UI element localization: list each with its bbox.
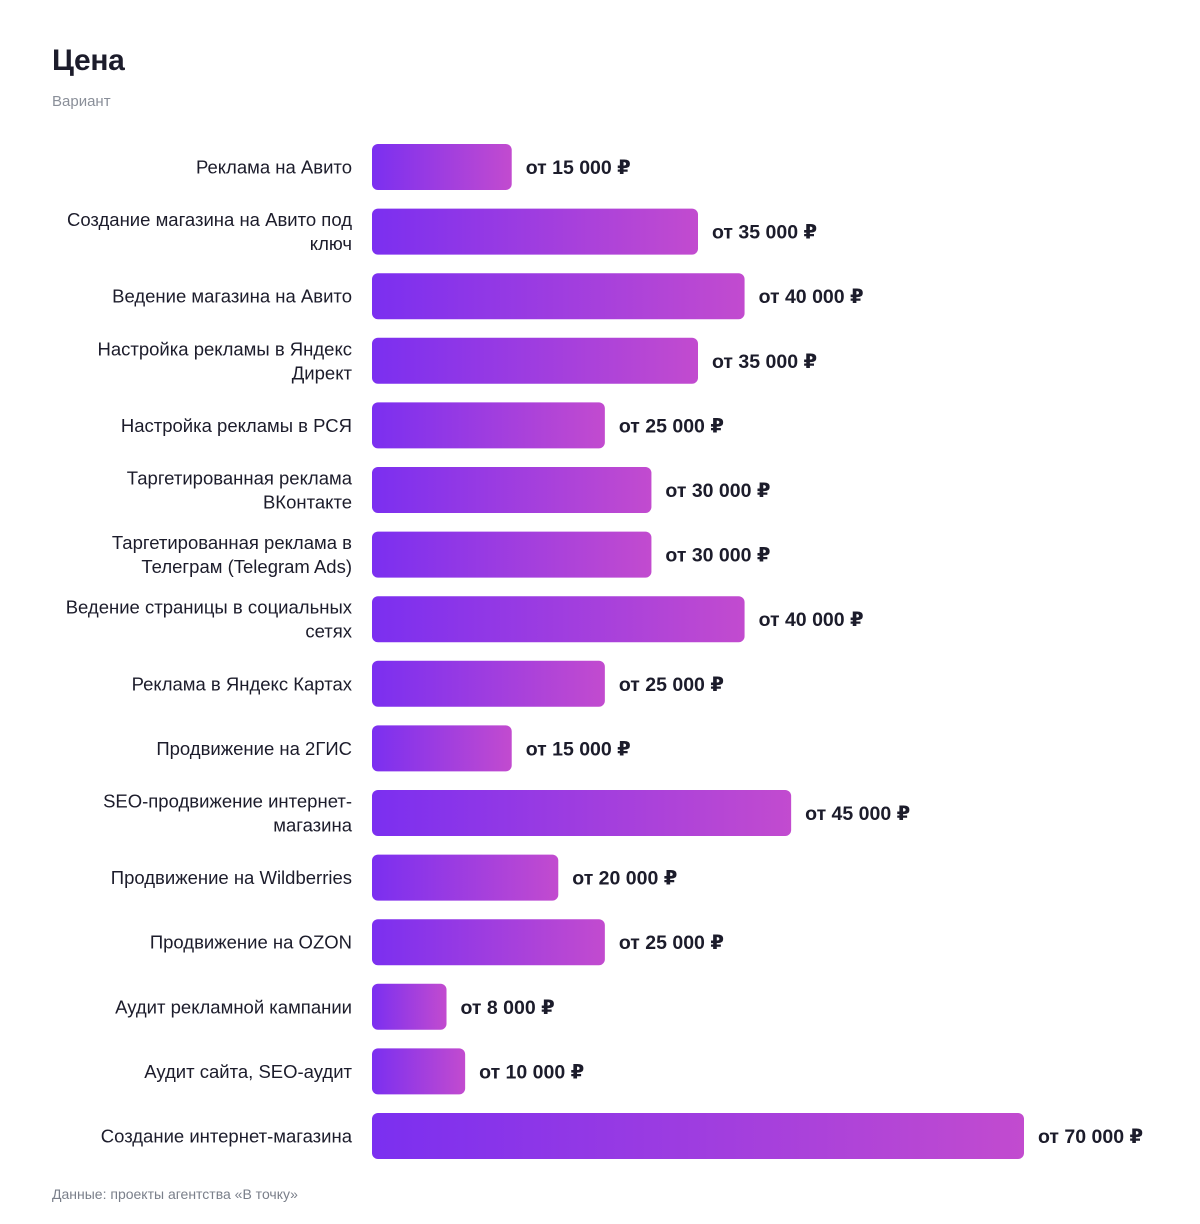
category-label: Реклама в Яндекс Картах [132, 673, 353, 694]
bar [372, 919, 605, 966]
bar [372, 790, 792, 836]
category-label: Ведение страницы в социальных сетях [66, 597, 353, 642]
bar [372, 1113, 1024, 1159]
category-label: Настройка рекламы в РСЯ [121, 415, 352, 436]
bar [372, 531, 652, 578]
value-label: от 40 000 ₽ [759, 608, 864, 631]
bar [372, 983, 447, 1030]
value-label: от 25 000 ₽ [619, 414, 724, 437]
value-label: от 10 000 ₽ [479, 1060, 584, 1083]
bar [372, 1048, 466, 1095]
bars-group: Реклама на Авито от 15 000 ₽ Создание мага… [66, 144, 1143, 1159]
category-label: Аудит сайта, SEO-аудит [144, 1061, 352, 1082]
category-label: Таргетированная реклама в Телеграм (Teleg… [112, 532, 352, 577]
bar [372, 273, 745, 320]
category-label: Настройка рекламы в Яндекс Директ [97, 338, 352, 383]
bar [372, 596, 745, 643]
category-label: Продвижение на Wildberries [111, 867, 352, 888]
value-label: от 15 000 ₽ [526, 737, 631, 760]
value-label: от 30 000 ₽ [665, 544, 770, 567]
bar [372, 725, 512, 772]
bar [372, 337, 698, 384]
bar [372, 854, 559, 901]
bar [372, 208, 698, 255]
value-label: от 35 000 ₽ [712, 350, 817, 373]
value-label: от 8 000 ₽ [461, 996, 555, 1019]
category-label: Продвижение на 2ГИС [156, 738, 352, 759]
bar [372, 467, 652, 513]
chart-source: Данные: проекты агентства «В точку» [52, 1186, 298, 1202]
category-label: Реклама на Авито [196, 157, 352, 178]
value-label: от 30 000 ₽ [665, 479, 770, 502]
chart-title: Цена [52, 44, 125, 77]
value-label: от 25 000 ₽ [619, 931, 724, 954]
category-label: SEO-продвижение интернет-магазина [103, 791, 353, 836]
category-label: Создание интернет-магазина [101, 1126, 353, 1147]
value-label: от 40 000 ₽ [759, 285, 864, 308]
category-label: Ведение магазина на Авито [112, 286, 352, 307]
value-label: от 20 000 ₽ [572, 867, 677, 890]
category-label: Таргетированная реклама ВКонтакте [127, 468, 353, 513]
category-label: Аудит рекламной кампании [115, 996, 352, 1017]
value-label: от 70 000 ₽ [1038, 1125, 1143, 1148]
bar [372, 660, 605, 707]
value-label: от 25 000 ₽ [619, 673, 724, 696]
value-label: от 15 000 ₽ [526, 156, 631, 179]
chart-subtitle: Вариант [52, 93, 111, 110]
bar [372, 144, 512, 190]
value-label: от 45 000 ₽ [805, 802, 910, 825]
category-label: Создание магазина на Авито под ключ [67, 209, 352, 254]
category-label: Продвижение на OZON [150, 932, 352, 953]
value-label: от 35 000 ₽ [712, 221, 817, 244]
bar [372, 402, 605, 449]
